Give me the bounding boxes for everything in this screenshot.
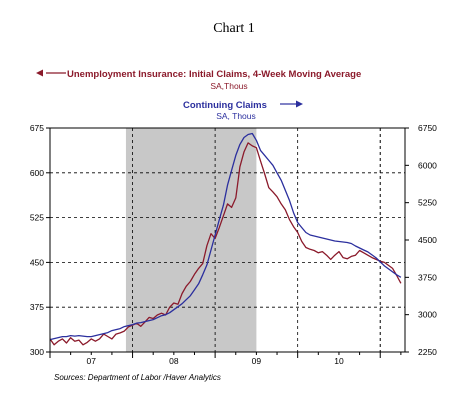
- arrow-left-icon: [36, 69, 43, 77]
- left-axis-tick-label: 525: [30, 213, 44, 223]
- right-axis-tick-label: 5250: [418, 198, 437, 208]
- right-axis-tick-label: 2250: [418, 347, 437, 357]
- legend-initial-label: Unemployment Insurance: Initial Claims, …: [67, 69, 361, 80]
- legend-continuing-label: Continuing Claims: [183, 100, 267, 111]
- right-axis-tick-label: 4500: [418, 235, 437, 245]
- x-axis-tick-label: 09: [252, 356, 262, 366]
- chart-title: Chart 1: [213, 21, 255, 36]
- left-axis-tick-label: 375: [30, 302, 44, 312]
- right-axis-tick-label: 3000: [418, 310, 437, 320]
- series-initial-claims-line: [49, 142, 402, 346]
- left-axis-tick-label: 300: [30, 347, 44, 357]
- legend-continuing-units: SA, Thous: [216, 111, 256, 121]
- right-axis-tick-label: 6000: [418, 160, 437, 170]
- legend-initial-units: SA,Thous: [210, 81, 247, 91]
- plot-area: 675 600 525 450 375 300 6750 6000 5250 4500 3750 30…: [30, 123, 437, 366]
- x-axis-tick-label: 10: [334, 356, 344, 366]
- right-axis-tick-label: 6750: [418, 123, 437, 133]
- legend-continuing-claims: Continuing Claims SA, Thous: [183, 100, 303, 121]
- left-axis-tick-label: 450: [30, 257, 44, 267]
- arrow-right-icon: [296, 100, 303, 108]
- series-continuing-claims-line: [49, 132, 402, 341]
- recession-shade: [125, 128, 257, 352]
- left-axis-tick-label: 675: [30, 123, 44, 133]
- left-axis-tick-label: 600: [30, 168, 44, 178]
- legend-initial-claims: Unemployment Insurance: Initial Claims, …: [36, 69, 361, 91]
- x-axis-tick-label: 08: [169, 356, 179, 366]
- source-note: Sources: Department of Labor /Haver Anal…: [54, 373, 221, 382]
- right-axis-tick-label: 3750: [418, 272, 437, 282]
- x-axis-tick-label: 07: [87, 356, 97, 366]
